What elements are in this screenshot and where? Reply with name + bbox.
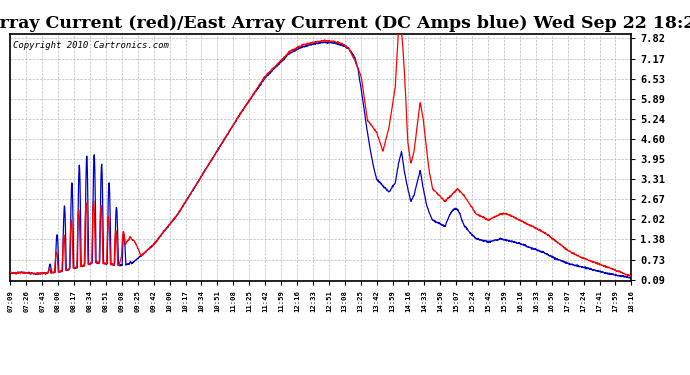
Text: Copyright 2010 Cartronics.com: Copyright 2010 Cartronics.com (14, 41, 169, 50)
Title: West Array Current (red)/East Array Current (DC Amps blue) Wed Sep 22 18:20: West Array Current (red)/East Array Curr… (0, 15, 690, 32)
